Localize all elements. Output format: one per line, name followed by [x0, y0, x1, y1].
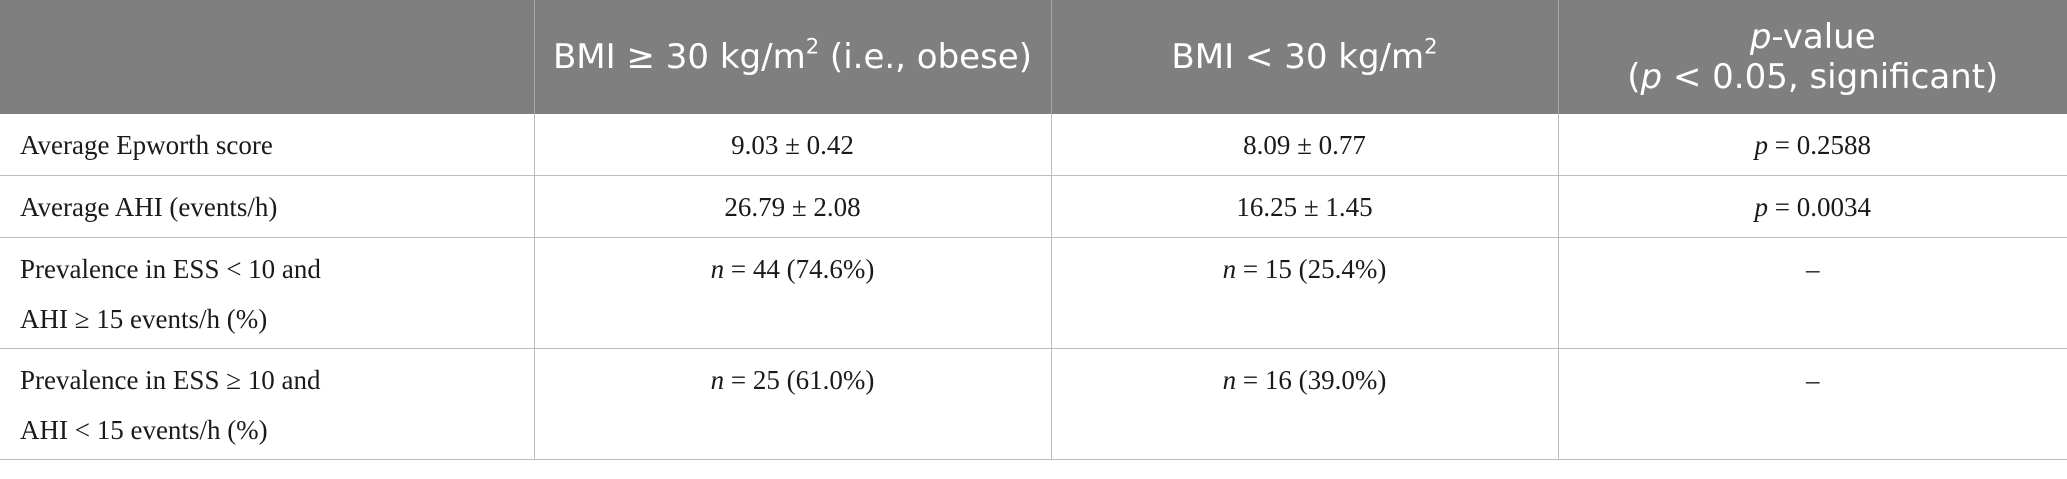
n-value: = 16 (39.0%) — [1236, 365, 1387, 395]
cell-pvalue: p = 0.0034 — [1557, 175, 2067, 238]
header-nonobese-sup: 2 — [1424, 33, 1438, 59]
cell-obese: 9.03 ± 0.42 — [533, 114, 1051, 176]
n-symbol: n — [710, 254, 725, 284]
cell-nonobese: n = 15 (25.4%) — [1050, 237, 1558, 349]
header-nonobese: BMI < 30 kg/m2 — [1050, 0, 1558, 114]
header-obese-prefix: BMI ≥ 30 kg/m — [552, 37, 806, 77]
n-symbol: n — [710, 365, 725, 395]
cell-pvalue: p = 0.2588 — [1557, 114, 2067, 176]
cell-nonobese: 8.09 ± 0.77 — [1050, 114, 1558, 176]
row-label: Average AHI (events/h) — [0, 175, 534, 238]
header-row: BMI ≥ 30 kg/m2 (i.e., obese) BMI < 30 kg… — [0, 0, 2067, 114]
pvalue-rest: = 0.0034 — [1768, 192, 1871, 222]
header-pvalue-rest: -value — [1771, 17, 1876, 57]
row-label: Prevalence in ESS < 10 and AHI ≥ 15 even… — [0, 237, 534, 349]
results-table: BMI ≥ 30 kg/m2 (i.e., obese) BMI < 30 kg… — [0, 0, 2067, 460]
pvalue-rest: = 0.2588 — [1768, 130, 1871, 160]
header-pvalue-rest2: < 0.05, significant) — [1662, 57, 1999, 97]
header-pvalue-open: ( — [1627, 57, 1641, 97]
row-label-line: Average AHI (events/h) — [20, 192, 278, 222]
row-label-line: Average Epworth score — [20, 130, 273, 160]
cell-obese: n = 44 (74.6%) — [533, 237, 1051, 349]
row-label: Prevalence in ESS ≥ 10 and AHI < 15 even… — [0, 348, 534, 460]
n-value: = 15 (25.4%) — [1236, 254, 1387, 284]
table-row: Average AHI (events/h) 26.79 ± 2.08 16.2… — [0, 175, 2067, 238]
cell-obese: n = 25 (61.0%) — [533, 348, 1051, 460]
n-value: = 44 (74.6%) — [724, 254, 875, 284]
row-label-line: Prevalence in ESS ≥ 10 and — [20, 365, 321, 395]
header-pvalue-line1: p-value — [1569, 17, 2058, 57]
row-label: Average Epworth score — [0, 114, 534, 176]
header-obese-suffix: (i.e., obese) — [819, 37, 1032, 77]
pvalue-p: p — [1754, 192, 1769, 222]
header-obese: BMI ≥ 30 kg/m2 (i.e., obese) — [533, 0, 1051, 114]
table-row: Prevalence in ESS ≥ 10 and AHI < 15 even… — [0, 348, 2067, 460]
header-pvalue-line2: (p < 0.05, significant) — [1569, 57, 2058, 97]
row-label-line: Prevalence in ESS < 10 and — [20, 254, 321, 284]
table-row: Average Epworth score 9.03 ± 0.42 8.09 ±… — [0, 114, 2067, 176]
row-label-line: AHI ≥ 15 events/h (%) — [20, 304, 268, 334]
header-nonobese-prefix: BMI < 30 kg/m — [1171, 37, 1425, 77]
n-value: = 25 (61.0%) — [724, 365, 875, 395]
n-symbol: n — [1222, 254, 1237, 284]
row-label-line: AHI < 15 events/h (%) — [20, 415, 268, 445]
pvalue-p: p — [1754, 130, 1769, 160]
cell-obese: 26.79 ± 2.08 — [533, 175, 1051, 238]
header-pvalue: p-value (p < 0.05, significant) — [1557, 0, 2067, 114]
header-obese-sup: 2 — [805, 33, 820, 59]
header-pvalue-p: p — [1749, 17, 1772, 57]
cell-pvalue: – — [1557, 237, 2067, 349]
n-symbol: n — [1222, 365, 1237, 395]
header-blank — [0, 0, 534, 114]
table-row: Prevalence in ESS < 10 and AHI ≥ 15 even… — [0, 237, 2067, 349]
cell-pvalue: – — [1557, 348, 2067, 460]
cell-nonobese: 16.25 ± 1.45 — [1050, 175, 1558, 238]
cell-nonobese: n = 16 (39.0%) — [1050, 348, 1558, 460]
header-pvalue-p2: p — [1640, 57, 1663, 97]
